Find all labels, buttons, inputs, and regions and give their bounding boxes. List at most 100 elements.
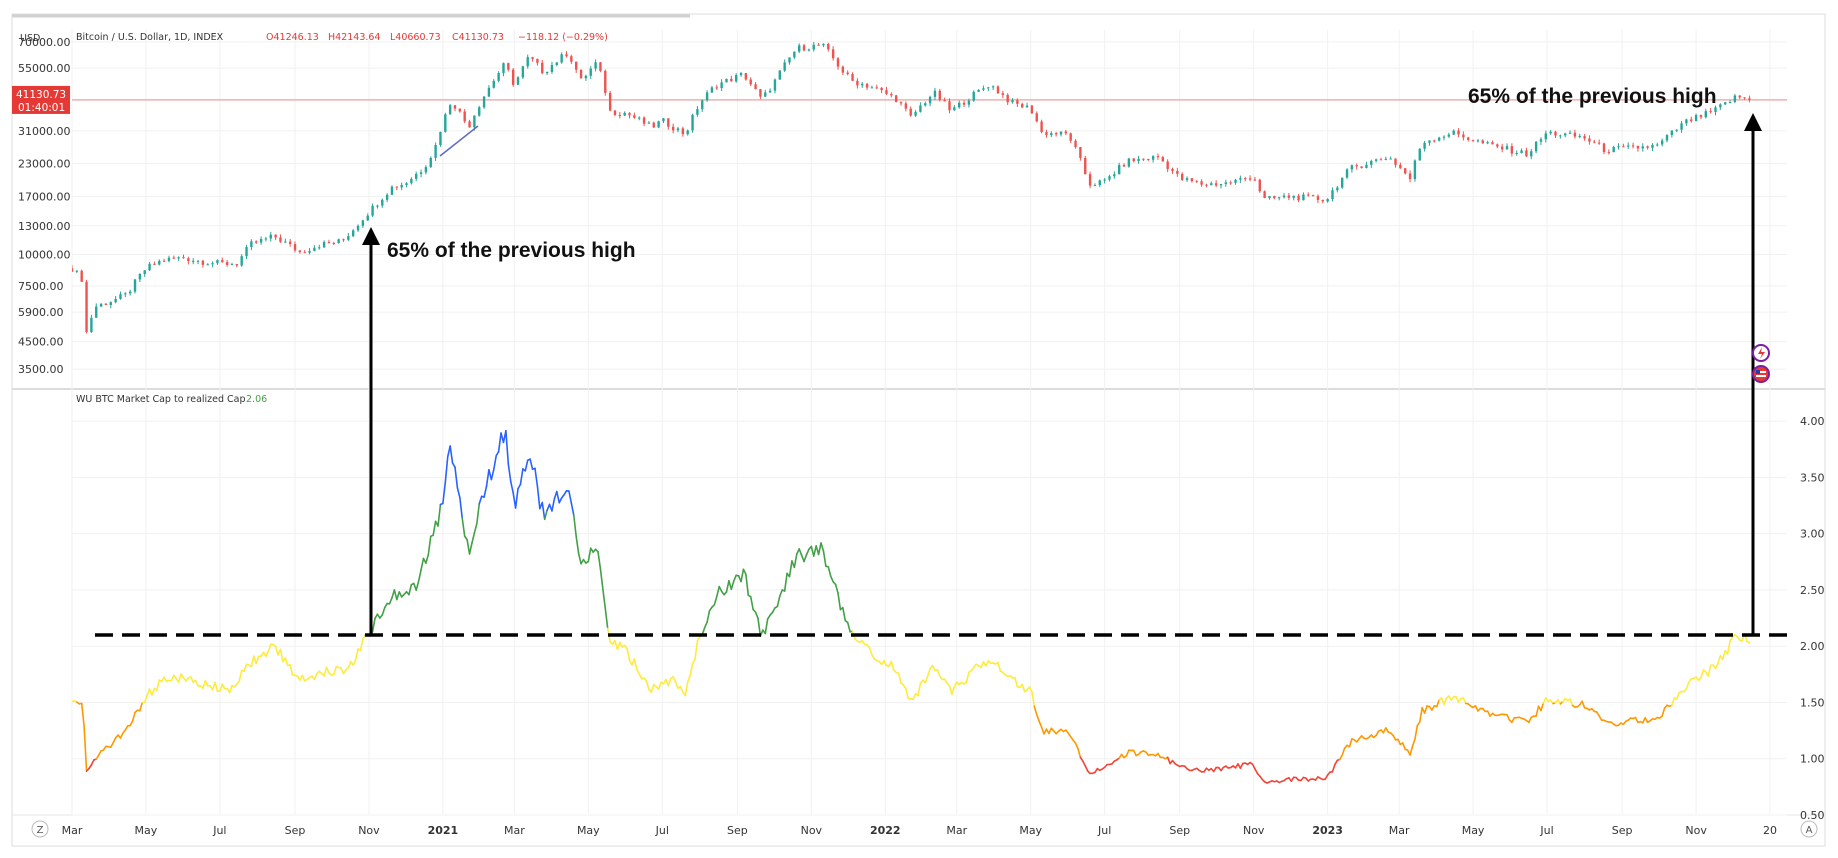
candle [1675,129,1678,131]
candle [802,45,806,51]
indicator-segment [456,487,461,499]
candle [1326,199,1329,202]
indicator-segment [626,647,631,661]
candle [1360,166,1363,168]
indicator-segment [468,542,473,555]
candle [1273,196,1276,199]
indicator-segment [1324,774,1329,780]
candle [1088,174,1092,186]
indicator-segment [706,609,711,624]
y-tick-label: 5900.00 [18,306,64,319]
auto-scale-button[interactable]: A [1800,820,1818,838]
indicator-segment [267,643,272,653]
indicator-segment [509,480,514,494]
indicator-segment [798,548,803,557]
indicator-segment [490,468,495,481]
y-tick-label: 3500.00 [18,363,64,376]
price-axis[interactable]: 3500.00 4500.00 5900.00 7500.00 10000.00 1300… [18,36,71,376]
candle [584,75,588,79]
candle [1597,142,1601,144]
indicator-segment [301,674,306,682]
candle [1098,180,1101,186]
indicator-segment [194,679,199,687]
candle [807,49,811,51]
indicator-segment [597,551,602,570]
candle [846,72,849,75]
indicator-segment [408,583,413,596]
indicator-segment [679,685,684,693]
y-tick-label: 23000.00 [18,157,71,170]
x-tick-label: Mar [62,824,83,837]
lightning-icon[interactable] [1752,344,1770,362]
indicator-segment [325,666,330,674]
indicator-segment [667,677,672,687]
candle [342,239,345,241]
candle [652,122,655,128]
candle [1617,146,1620,148]
indicator-segment [524,459,529,472]
candle [148,263,151,271]
indicator-segment [517,483,522,490]
indicator-segment [936,668,941,678]
candle [1137,158,1140,162]
candle [1374,159,1378,161]
candle [1423,142,1426,149]
candle [1021,103,1024,108]
candle [1001,93,1005,95]
time-axis[interactable]: Mar May Jul Sep Nov 2021 Mar May Jul Sep Nov 2022 Ma… [62,824,1777,837]
candle [1084,157,1087,175]
x-tick-label: Nov [1243,824,1265,837]
indicator-segment [812,545,817,557]
trend-line[interactable] [439,125,479,157]
y-tick-label: 55000.00 [18,62,71,75]
indicator-segment [393,589,398,601]
candle [1156,156,1160,158]
candle [255,241,258,243]
candle [444,114,447,132]
candle [284,241,287,243]
flag-icon[interactable] [1752,365,1770,383]
indicator-segment [694,640,699,661]
candle [1549,131,1552,134]
indicator-segment [577,552,582,565]
indicator-segment [449,445,454,464]
indicator-segment [495,450,500,457]
candle [90,317,93,333]
indicator-segment [541,501,546,521]
candle [555,62,559,65]
indicator-axis[interactable]: 0.50 1.00 1.50 2.00 2.50 3.00 3.50 4.00 [1800,415,1825,822]
x-tick-label: Sep [1612,824,1633,837]
indicator-segment [442,481,447,505]
candle [1413,160,1417,180]
indicator-segment [1714,662,1719,670]
candle [681,128,685,135]
candle [686,130,689,135]
indicator-segment [170,674,175,682]
candle [768,90,772,93]
indicator-segment [444,456,449,484]
price-tag-countdown: 01:40:01 [18,102,65,114]
x-tick-label: May [1019,824,1042,837]
zoom-button[interactable]: Z [31,820,49,838]
candle [1190,178,1194,182]
candle [1515,152,1518,154]
candle [773,79,777,91]
x-tick-label: Mar [946,824,967,837]
candle [497,73,500,81]
candle [1500,146,1504,150]
candle [1481,140,1484,144]
candle [114,298,117,303]
candle [366,215,369,221]
indicator-segment [599,568,604,590]
x-tick-label: Nov [1685,824,1707,837]
candle [812,44,815,50]
candle [172,257,176,259]
candle [133,279,137,292]
indicator-segment [672,675,677,683]
indicator-segment [1598,714,1603,721]
candle [1345,169,1349,178]
price-tag-value: 41130.73 [16,89,66,101]
candle [924,103,927,106]
candle [739,73,743,76]
candle [1665,135,1669,141]
